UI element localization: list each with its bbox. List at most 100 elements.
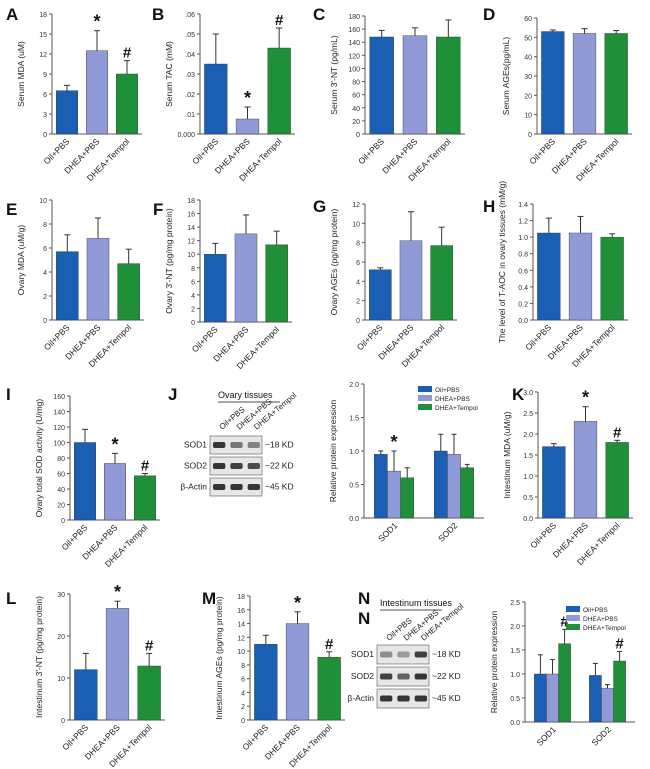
y-tick-label: 12: [352, 202, 360, 209]
x-tick-label: Oil+PBS: [190, 136, 220, 166]
y-tick-label: .06: [185, 12, 195, 19]
y-tick-label: 16: [237, 608, 245, 615]
y-tick-label: 10: [524, 113, 532, 120]
y-tick-label: 140: [53, 410, 65, 417]
bar: [204, 63, 228, 135]
legend-label: DHEA+PBS: [583, 616, 619, 623]
y-tick-label: 10: [352, 221, 360, 228]
chart-panel-i: I 0 20 40 60 80 100 120 140 160 Ovary total SOD ac…: [6, 385, 160, 569]
y-tick-label: 120: [53, 425, 65, 432]
panel-letter: E: [6, 200, 17, 219]
chart-panel-n: N 0.0 0.5 1.0 1.5 2.0 2.5 Relative protein expr…: [358, 589, 635, 748]
y-tick-label: 0.0: [518, 318, 528, 325]
bar: [234, 233, 258, 323]
blot-title: Ovary tissues: [218, 390, 273, 400]
panel-letter: I: [6, 385, 11, 404]
y-tick-label: 1.5: [523, 453, 533, 460]
chart-panel-k: K 0.0 0.5 1.0 1.5 2.0 2.5 3.0 Intestinum MDA (uM…: [502, 385, 633, 567]
y-tick-label: 12: [39, 52, 47, 59]
significance-mark: *: [582, 388, 589, 408]
y-tick-label: 2: [356, 299, 360, 306]
y-tick-label: .01: [185, 112, 195, 119]
y-tick-label: 0.0: [523, 516, 533, 523]
panel-letter: A: [6, 5, 18, 24]
bar: [103, 463, 126, 521]
y-tick-label: 0.2: [518, 301, 528, 308]
y-axis-label: Intestinum AGEs (pg/mg protein): [214, 596, 224, 719]
bar: [604, 33, 628, 135]
y-tick-label: 0: [356, 132, 360, 139]
blot-band: [380, 651, 393, 658]
y-axis-label: Serum MDA (uM): [16, 41, 26, 107]
significance-mark: *: [111, 434, 118, 454]
y-tick-label: 6: [43, 246, 47, 253]
y-tick-label: 80: [352, 80, 360, 87]
legend-label: Oil+PBS: [435, 387, 460, 394]
y-tick-label: 8: [356, 241, 360, 248]
panel-letter: N: [358, 589, 370, 608]
bar: [115, 73, 138, 135]
bar: [430, 245, 453, 321]
y-tick-label: 20: [352, 119, 360, 126]
y-tick-label: 0: [356, 318, 360, 325]
y-tick-label: 60: [57, 472, 65, 479]
y-tick-label: 10: [39, 198, 47, 205]
x-tick-label: Oil+PBS: [528, 520, 558, 550]
significance-mark: *: [294, 593, 301, 613]
legend-label: DHEA+PBS: [435, 396, 471, 403]
y-tick-label: 6: [191, 279, 195, 286]
legend-swatch: [566, 615, 580, 621]
significance-mark: #: [613, 424, 622, 441]
blot-band: [414, 651, 427, 658]
panel-letter: L: [6, 589, 16, 608]
y-tick-label: 40: [352, 106, 360, 113]
y-tick-label: 20: [524, 93, 532, 100]
y-tick-label: 0.8: [518, 252, 528, 259]
bar: [573, 421, 598, 519]
y-axis-label: Serum 3'-NT (pg/mL): [329, 35, 339, 115]
bar: [568, 232, 593, 321]
bar: [133, 475, 156, 521]
y-tick-label: 0.5: [523, 495, 533, 502]
y-tick-label: 50: [524, 35, 532, 42]
bar: [374, 454, 388, 519]
legend-swatch: [418, 404, 432, 410]
y-tick-label: 2: [43, 294, 47, 301]
y-tick-label: 100: [53, 441, 65, 448]
blot-band: [230, 463, 243, 469]
blot-band: [414, 673, 427, 680]
y-axis-label: Serum AGEs(pg/mL): [501, 37, 511, 116]
y-tick-label: 2.5: [510, 600, 520, 607]
bar: [285, 623, 310, 721]
y-tick-label: 0.0: [510, 720, 520, 727]
y-tick-label: 40: [57, 487, 65, 494]
y-tick-label: 0.000: [177, 132, 195, 139]
significance-mark: #: [275, 12, 284, 29]
panel-letter: H: [483, 197, 495, 216]
bar: [254, 644, 278, 721]
x-tick-label: Oil+PBS: [42, 322, 72, 352]
blot-band: [230, 484, 243, 490]
panel-letter: G: [313, 197, 326, 216]
blot-row-label: SOD1: [351, 649, 374, 659]
x-tick-label: Oil+PBS: [41, 136, 71, 166]
y-tick-label: 0.0: [349, 516, 359, 523]
blot-band: [380, 695, 393, 702]
bar: [73, 442, 96, 521]
legend-label: DHEA+Tempol: [583, 625, 626, 632]
chart-panel-b: B 0.000 .01 .02 .03 .04 .05 .06 Serum TAC (mM) Oi…: [152, 5, 295, 183]
y-axis-label: Relative protein expression: [489, 610, 499, 713]
bar: [117, 263, 140, 321]
y-axis-label: The level of T-AOC in ovary tissues (mM/…: [497, 181, 507, 344]
x-tick-label: Oil+PBS: [60, 722, 90, 752]
bar: [105, 608, 130, 721]
significance-mark: #: [560, 613, 569, 630]
y-tick-label: 8: [191, 266, 195, 273]
blot-band: [247, 442, 260, 448]
blot-band: [247, 484, 260, 490]
y-tick-label: 1.5: [349, 416, 359, 423]
legend-swatch: [418, 395, 432, 401]
western-blot-n: Intestinum tissuesOil+PBSDHEA+PBSDHEA+Te…: [347, 598, 465, 709]
blot-size-label: ~45 KD: [265, 482, 294, 492]
